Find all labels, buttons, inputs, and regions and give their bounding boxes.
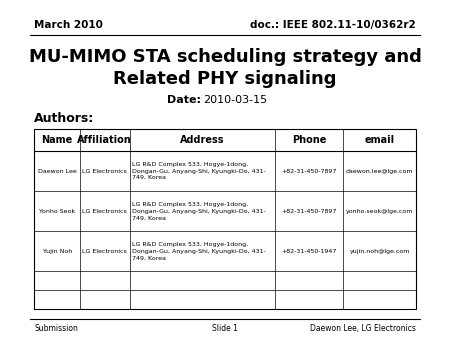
Text: daewon.lee@lge.com: daewon.lee@lge.com bbox=[346, 169, 413, 174]
Text: Address: Address bbox=[180, 135, 225, 145]
Text: 2010-03-15: 2010-03-15 bbox=[202, 95, 267, 105]
Text: LG R&D Complex 533, Hogye-1dong,
Dongan-Gu, Anyang-Shi, Kyungki-Do, 431-
749, Ko: LG R&D Complex 533, Hogye-1dong, Dongan-… bbox=[132, 162, 266, 180]
Text: MU-MIMO STA scheduling strategy and: MU-MIMO STA scheduling strategy and bbox=[28, 48, 422, 67]
Text: LG R&D Complex 533, Hogye-1dong,
Dongan-Gu, Anyang-Shi, Kyungki-Do, 431-
749, Ko: LG R&D Complex 533, Hogye-1dong, Dongan-… bbox=[132, 202, 266, 220]
Text: yujin.noh@lge.com: yujin.noh@lge.com bbox=[349, 249, 410, 254]
Text: +82-31-450-1947: +82-31-450-1947 bbox=[281, 249, 337, 254]
Text: Phone: Phone bbox=[292, 135, 326, 145]
Text: Affiliation: Affiliation bbox=[77, 135, 132, 145]
Text: LG Electronics: LG Electronics bbox=[82, 209, 127, 214]
Text: Daewon Lee: Daewon Lee bbox=[38, 169, 76, 174]
Text: March 2010: March 2010 bbox=[34, 20, 103, 30]
Text: Slide 1: Slide 1 bbox=[212, 324, 238, 333]
Text: LG Electronics: LG Electronics bbox=[82, 169, 127, 174]
Text: Name: Name bbox=[41, 135, 73, 145]
Text: Yujin Noh: Yujin Noh bbox=[42, 249, 72, 254]
Text: Daewon Lee, LG Electronics: Daewon Lee, LG Electronics bbox=[310, 324, 416, 333]
Text: LG Electronics: LG Electronics bbox=[82, 249, 127, 254]
Text: Related PHY signaling: Related PHY signaling bbox=[113, 70, 337, 89]
Text: doc.: IEEE 802.11-10/0362r2: doc.: IEEE 802.11-10/0362r2 bbox=[250, 20, 416, 30]
Text: Submission: Submission bbox=[34, 324, 78, 333]
Text: Yonho Seok: Yonho Seok bbox=[39, 209, 75, 214]
Text: LG R&D Complex 533, Hogye-1dong,
Dongan-Gu, Anyang-Shi, Kyungki-Do, 431-
749, Ko: LG R&D Complex 533, Hogye-1dong, Dongan-… bbox=[132, 242, 266, 260]
Bar bbox=[34, 129, 416, 309]
Text: +82-31-450-7897: +82-31-450-7897 bbox=[281, 209, 337, 214]
Text: yonho.seok@lge.com: yonho.seok@lge.com bbox=[346, 209, 413, 214]
Text: Date:: Date: bbox=[166, 95, 201, 105]
Text: email: email bbox=[364, 135, 395, 145]
Text: +82-31-450-7897: +82-31-450-7897 bbox=[281, 169, 337, 174]
Text: Authors:: Authors: bbox=[34, 113, 94, 125]
